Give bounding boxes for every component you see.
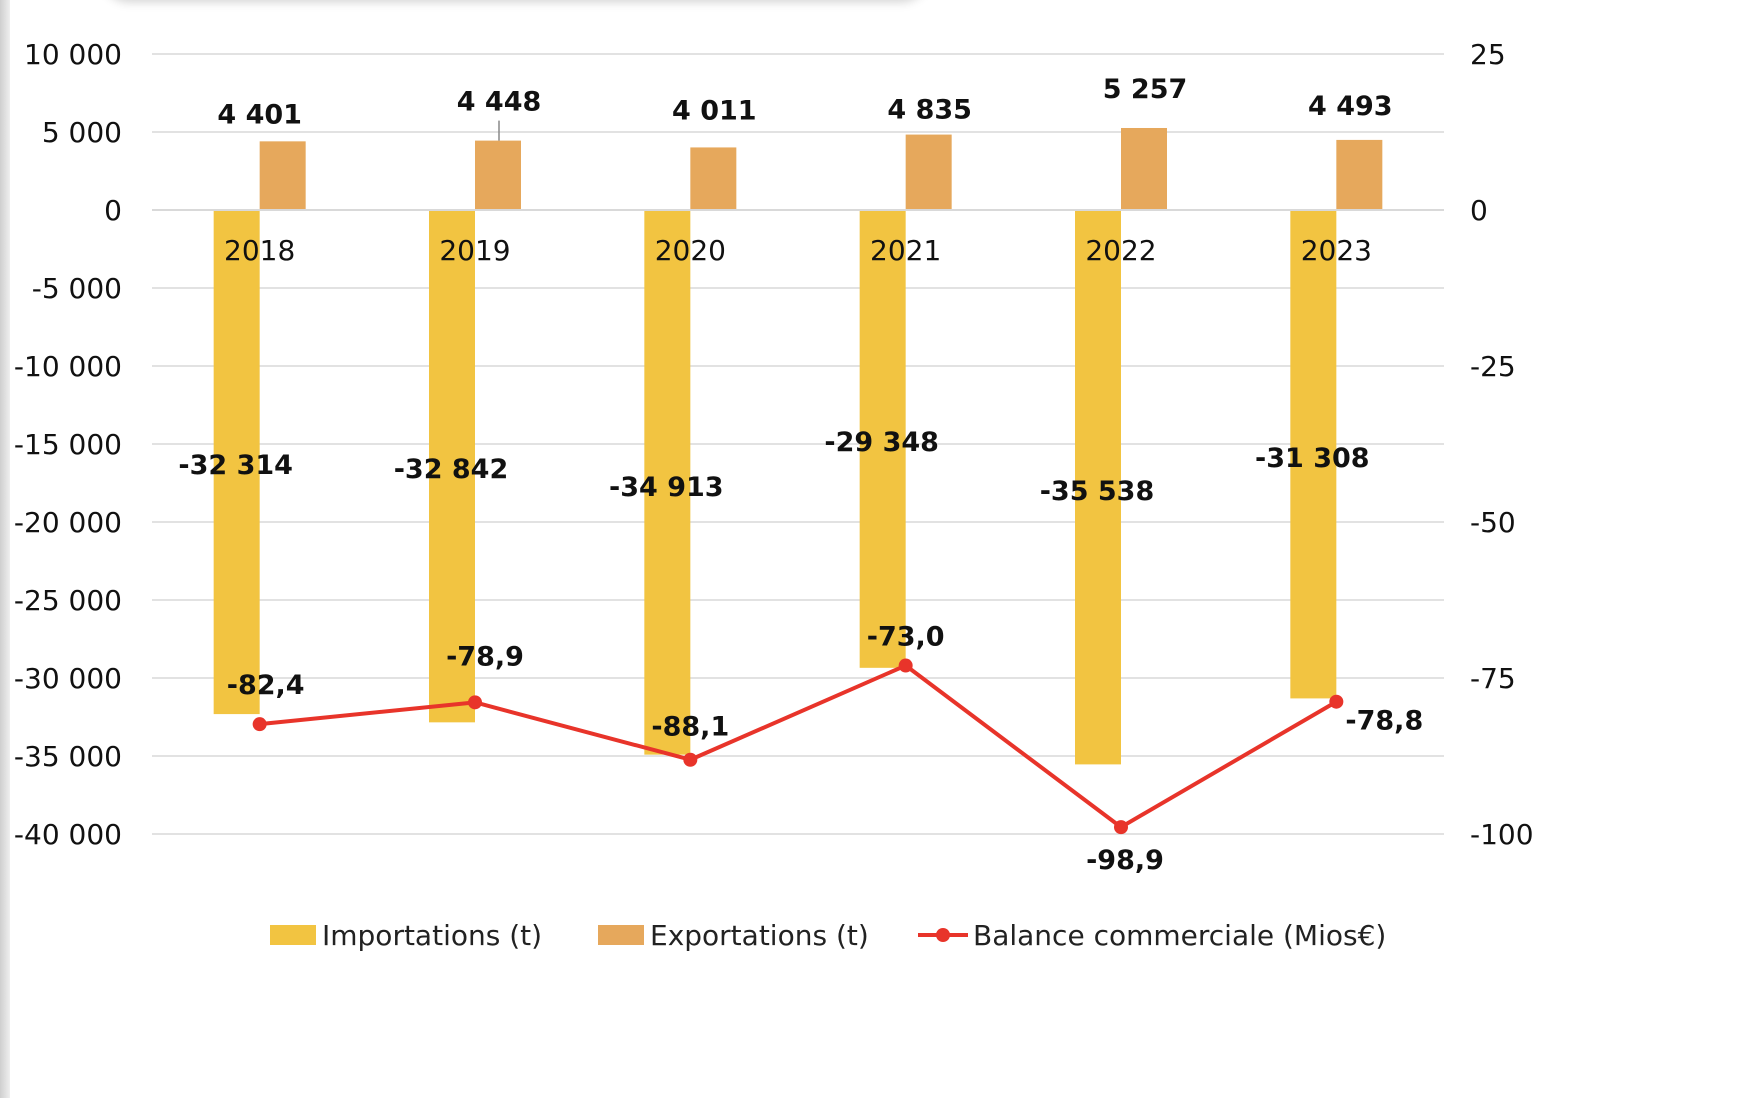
category-label: 2021: [870, 234, 941, 267]
export-bar: [690, 147, 737, 210]
category-label: 2018: [224, 234, 295, 267]
balance-point: [252, 717, 267, 732]
balance-point: [898, 658, 913, 673]
left-tick-label: -40 000: [14, 818, 122, 851]
export-data-label: 4 835: [887, 95, 972, 126]
import-bar: [859, 210, 906, 668]
balance-data-label: -78,8: [1345, 706, 1423, 737]
import-bar: [429, 210, 475, 723]
gridlines: [152, 53, 1444, 835]
left-tick-label: 0: [104, 194, 122, 227]
import-data-label: -32 842: [394, 454, 509, 485]
legend-marker-balance: [936, 928, 950, 942]
legend-label-imports: Importations (t): [322, 919, 542, 952]
legend-swatch-exports: [598, 925, 644, 945]
category-label: 2020: [655, 234, 726, 267]
legend: Importations (t) Exportations (t) Balance …: [270, 919, 1386, 952]
left-tick-label: -10 000: [14, 350, 122, 383]
right-axis: 25 0 -25 -50 -75 -100: [1470, 38, 1534, 851]
right-tick-label: 25: [1470, 38, 1506, 71]
import-bar: [644, 210, 691, 755]
balance-point: [683, 752, 698, 767]
export-bar: [905, 134, 952, 210]
category-label: 2023: [1301, 234, 1372, 267]
export-data-label: 4 448: [457, 87, 542, 118]
balance-point: [1329, 694, 1344, 709]
export-data-label: 4 011: [672, 95, 757, 126]
import-data-label: -29 348: [824, 427, 939, 458]
legend-label-exports: Exportations (t): [650, 919, 869, 952]
import-bar: [213, 210, 260, 715]
export-bar: [1336, 139, 1383, 210]
export-bar: [259, 141, 306, 210]
import-data-label: -31 308: [1255, 443, 1370, 474]
bars: [213, 127, 1383, 765]
left-tick-label: -25 000: [14, 584, 122, 617]
legend-label-balance: Balance commerciale (Mios€): [973, 919, 1386, 952]
import-data-label: -34 913: [609, 472, 724, 503]
balance-series-line: [259, 663, 1338, 830]
import-data-label: -32 314: [178, 450, 293, 481]
right-tick-label: -75: [1470, 662, 1516, 695]
balance-line: [252, 658, 1344, 835]
left-edge-shadow: [0, 0, 10, 1098]
left-tick-label: -20 000: [14, 506, 122, 539]
balance-data-label: -78,9: [446, 641, 524, 672]
category-label: 2022: [1085, 234, 1156, 267]
export-bar: [475, 140, 521, 210]
balance-point: [1114, 820, 1128, 835]
data-labels: 2018 2019 2020 2021 2022 2023 4 401 4 448 4 011 4…: [178, 74, 1423, 876]
right-tick-label: -25: [1470, 350, 1516, 383]
left-tick-label: 5 000: [42, 116, 122, 149]
right-tick-label: -50: [1470, 506, 1516, 539]
left-tick-label: -35 000: [14, 740, 122, 773]
right-tick-label: -100: [1470, 818, 1534, 851]
import-data-label: -35 538: [1040, 476, 1155, 507]
import-bar: [1075, 210, 1121, 765]
legend-swatch-imports: [270, 925, 316, 945]
category-label: 2019: [439, 234, 510, 267]
left-tick-label: 10 000: [24, 38, 122, 71]
right-tick-label: 0: [1470, 194, 1488, 227]
left-tick-label: -30 000: [14, 662, 122, 695]
balance-data-label: -73,0: [867, 622, 945, 653]
left-tick-label: -5 000: [32, 272, 122, 305]
import-bar: [1290, 210, 1337, 699]
balance-data-label: -98,9: [1086, 845, 1164, 876]
left-tick-label: -15 000: [14, 428, 122, 461]
balance-point: [468, 695, 482, 710]
export-data-label: 5 257: [1103, 74, 1188, 105]
export-data-label: 4 493: [1308, 91, 1393, 122]
balance-data-label: -88,1: [651, 712, 729, 743]
export-bar: [1121, 127, 1167, 210]
export-data-label: 4 401: [217, 99, 302, 130]
left-axis: 10 000 5 000 0 -5 000 -10 000 -15 000 -20 000 -…: [14, 38, 122, 851]
balance-data-label: -82,4: [227, 670, 305, 701]
